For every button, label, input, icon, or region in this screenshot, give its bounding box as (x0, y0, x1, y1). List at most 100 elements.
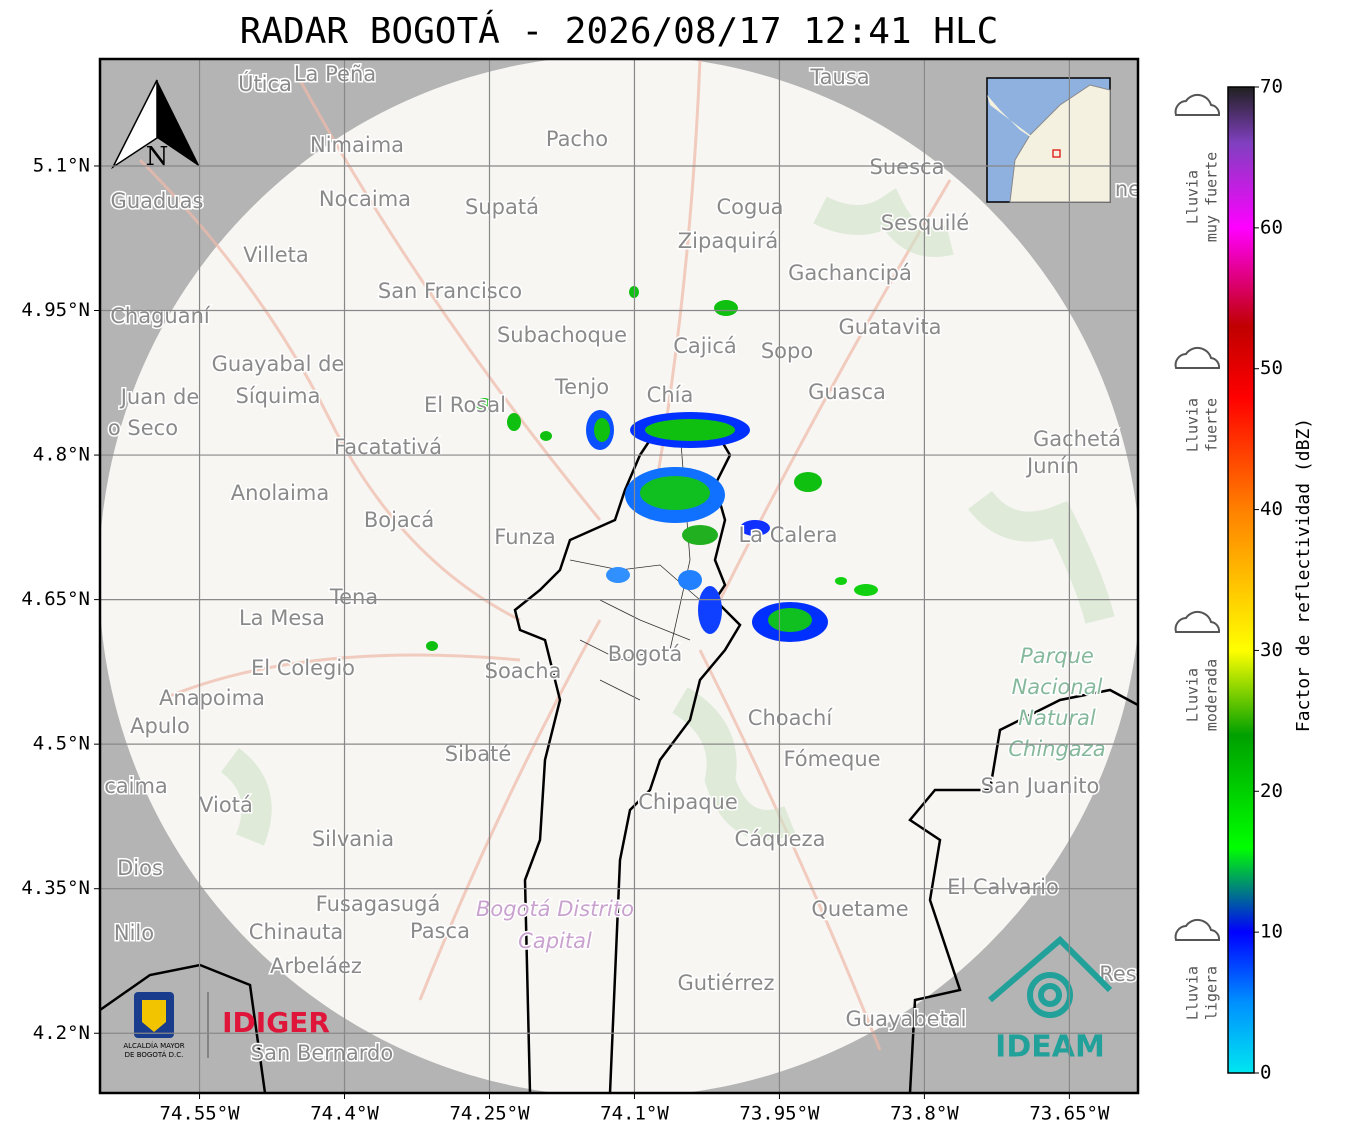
place-label: Arbeláez (270, 954, 362, 978)
rain-level-label: fuerte (1203, 398, 1221, 452)
park-label: Parque (1020, 644, 1094, 668)
map-frame (98, 57, 1140, 1095)
alcaldia-text: ALCALDÍA MAYOR (123, 1041, 184, 1050)
y-tick-label: 4.5°N (33, 733, 90, 755)
inset-map (986, 77, 1111, 203)
place-label: El Colegio (251, 656, 355, 680)
place-label: Junín (1025, 454, 1079, 478)
colorbar (1227, 86, 1255, 1074)
place-label: Choachí (748, 706, 834, 730)
rain-icon (1174, 93, 1221, 116)
place-label: El Rosal (424, 393, 506, 417)
rain-level-label: ligera (1203, 966, 1221, 1020)
place-label: Chía (647, 383, 694, 407)
map-base: Útica La Peña Tausa Pacho Nimaima Guaduas Noca… (100, 59, 1141, 1093)
rain-icon (1174, 346, 1221, 369)
y-tick-label: 4.2°N (33, 1022, 90, 1044)
place-label: Anapoima (159, 686, 265, 710)
x-tick-label: 73.65°W (1029, 1103, 1110, 1125)
x-tick-label: 73.8°W (890, 1103, 959, 1125)
place-label: Guatavita (839, 315, 942, 339)
place-label: Pacho (546, 127, 608, 151)
place-label: Subachoque (497, 323, 627, 347)
rain-level-label: moderada (1203, 659, 1221, 731)
y-tick-label: 4.65°N (21, 588, 90, 610)
place-label: Sibaté (445, 742, 512, 766)
ideam-mark (988, 935, 1113, 1018)
place-label: o Seco (108, 416, 178, 440)
place-label: Fómeque (783, 747, 880, 771)
district-label: Bogotá Distrito (476, 897, 634, 921)
y-tick-label: 4.8°N (33, 444, 90, 466)
axis-ticks: 74.55°W 74.4°W 74.25°W 74.1°W 73.95°W 73.8°W 7… (21, 154, 1110, 1124)
colorbar-label: Factor de reflectividad (dBZ) (1293, 418, 1314, 732)
radar-echoes (426, 286, 878, 651)
x-tick-label: 74.55°W (160, 1103, 241, 1125)
place-label: Bogotá (608, 642, 683, 666)
place-label: caima (104, 774, 168, 798)
place-label: Dios (117, 856, 163, 880)
y-tick-label: 5.1°N (33, 154, 90, 176)
x-tick-label: 74.4°W (310, 1103, 379, 1125)
place-label: Juan de (119, 385, 200, 409)
place-label: Gachetá (1033, 427, 1121, 451)
place-label: Chaguaní (110, 304, 211, 328)
north-label: N (146, 142, 169, 172)
place-label: Tena (329, 585, 378, 609)
place-label: Fusagasugá (316, 892, 441, 916)
place-label: Cajicá (673, 334, 737, 358)
place-label: Bojacá (364, 508, 434, 532)
rain-level-label: Lluvia (1184, 398, 1202, 452)
place-label: Funza (494, 525, 555, 549)
colorbar-tick-label: 50 (1260, 357, 1283, 379)
park-label: Nacional (1012, 675, 1103, 699)
place-label: San Juanito (981, 774, 1100, 798)
place-label: Supatá (465, 195, 539, 219)
y-tick-label: 4.35°N (21, 877, 90, 899)
place-label: Pasca (410, 919, 470, 943)
colorbar-tick-label: 60 (1260, 216, 1283, 238)
x-tick-label: 74.1°W (600, 1103, 669, 1125)
rain-level-label: Lluvia (1184, 668, 1202, 722)
place-label: ne (1115, 177, 1141, 201)
place-label: Cogua (716, 195, 783, 219)
place-label: Guaduas (111, 189, 204, 213)
place-label: Suesca (870, 155, 945, 179)
colorbar-ticks: 0 10 20 30 40 50 60 70 (1254, 76, 1283, 1084)
place-label: Nimaima (310, 133, 404, 157)
place-label: Tausa (809, 65, 869, 89)
rain-level-label: Lluvia (1184, 966, 1202, 1020)
place-label: San Bernardo (251, 1041, 393, 1065)
place-label: Silvania (312, 827, 394, 851)
place-label: El Calvario (947, 875, 1059, 899)
place-label: La Mesa (239, 606, 325, 630)
place-label: Chinauta (249, 920, 343, 944)
place-label: Sopo (761, 339, 813, 363)
grid (100, 59, 1138, 1093)
place-label: Chipaque (638, 790, 738, 814)
colorbar-tick-label: 10 (1260, 921, 1283, 943)
park-label: Natural (1018, 706, 1096, 730)
place-label: Síquima (236, 384, 321, 408)
y-tick-label: 4.95°N (21, 299, 90, 321)
rain-icon (1174, 918, 1221, 941)
colorbar-tick-label: 40 (1260, 498, 1283, 520)
place-label: Tenjo (554, 375, 609, 399)
x-tick-label: 74.25°W (449, 1103, 530, 1125)
title: RADAR BOGOTÁ - 2026/08/17 12:41 HLC (240, 10, 999, 52)
place-label: Apulo (130, 714, 190, 738)
colorbar-tick-label: 70 (1260, 76, 1283, 98)
place-label: Guasca (808, 380, 886, 404)
place-label: Zipaquirá (678, 229, 778, 253)
rain-level-label: Lluvia (1184, 170, 1202, 224)
place-label: Útica (238, 71, 292, 96)
place-label: Gachancipá (788, 261, 912, 285)
rain-icon (1174, 610, 1221, 633)
park-label: Chingaza (1008, 737, 1105, 761)
place-label: Anolaima (231, 481, 329, 505)
colorbar-tick-label: 30 (1260, 639, 1283, 661)
place-label: Guayabal de (212, 352, 345, 376)
district-label: Capital (518, 929, 592, 953)
